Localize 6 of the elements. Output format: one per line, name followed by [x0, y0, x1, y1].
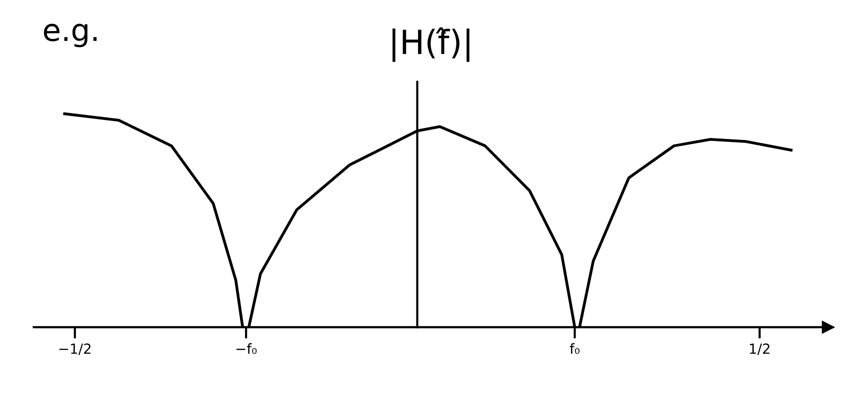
x-tick-label: 1/2: [750, 343, 770, 356]
x-tick-label: −f₀: [236, 343, 257, 354]
x-tick-label: f₀: [570, 343, 580, 354]
text: e.g.: [44, 24, 97, 48]
x-tick-label: −1/2: [59, 343, 90, 356]
chart-title: |H(f̂)|: [392, 27, 470, 62]
